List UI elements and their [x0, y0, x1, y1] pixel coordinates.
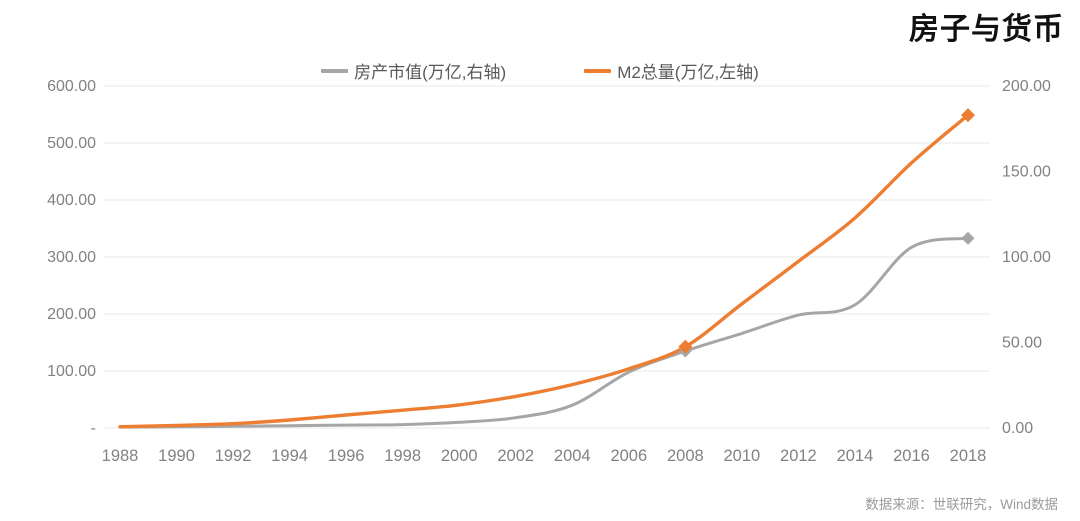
- x-axis-tick-label: 1998: [384, 447, 421, 465]
- x-axis-tick-label: 2016: [893, 447, 930, 465]
- page-title: 房子与货币: [909, 13, 1064, 46]
- x-axis-tick-label: 2010: [724, 447, 761, 465]
- left-axis-tick-label: 500.00: [47, 135, 96, 152]
- right-axis-tick-label: 150.00: [1002, 164, 1051, 181]
- x-axis-tick-label: 2014: [837, 447, 874, 465]
- x-axis-tick-label: 2004: [554, 447, 591, 465]
- left-axis-tick-label: 100.00: [47, 363, 96, 380]
- x-axis-tick-label: 1990: [158, 447, 195, 465]
- left-axis-tick-label: 300.00: [47, 249, 96, 266]
- x-axis-tick-label: 1992: [215, 447, 252, 465]
- property-value-line: [118, 236, 970, 429]
- left-axis-tick-label: -: [91, 420, 96, 437]
- right-axis-labels: 200.00 150.00 100.00 50.00 0.00: [1002, 78, 1051, 437]
- right-axis-tick-label: 0.00: [1002, 420, 1033, 437]
- x-axis-tick-label: 2006: [610, 447, 647, 465]
- right-axis-tick-label: 100.00: [1002, 249, 1051, 266]
- right-axis-tick-label: 200.00: [1002, 78, 1051, 95]
- x-axis-tick-label: 2018: [950, 447, 987, 465]
- left-axis-labels: 600.00 500.00 400.00 300.00 200.00 100.00 -: [47, 78, 96, 437]
- property-marker-2018: [961, 231, 975, 245]
- x-axis-tick-label: 2002: [497, 447, 534, 465]
- gridlines: [103, 85, 990, 429]
- x-axis-tick-label: 2008: [667, 447, 704, 465]
- right-axis-tick-label: 50.00: [1002, 335, 1042, 352]
- series-markers: [678, 108, 975, 358]
- left-axis-tick-label: 200.00: [47, 306, 96, 323]
- x-axis-tick-label: 2000: [441, 447, 478, 465]
- m2-marker-2008: [678, 339, 693, 354]
- x-axis-labels: 1988 1990 1992 1994 1996 1998 2000 2002 2004 2006…: [102, 447, 987, 465]
- x-axis-tick-label: 1994: [271, 447, 308, 465]
- x-axis-tick-label: 1988: [102, 447, 139, 465]
- m2-marker-2018: [961, 108, 975, 123]
- x-axis-tick-label: 1996: [328, 447, 365, 465]
- left-axis-tick-label: 600.00: [47, 78, 96, 95]
- x-axis-tick-label: 2012: [780, 447, 817, 465]
- left-axis-tick-label: 400.00: [47, 192, 96, 209]
- m2-line: [118, 113, 970, 429]
- data-source-note: 数据来源：世联研究，Wind数据: [865, 497, 1058, 512]
